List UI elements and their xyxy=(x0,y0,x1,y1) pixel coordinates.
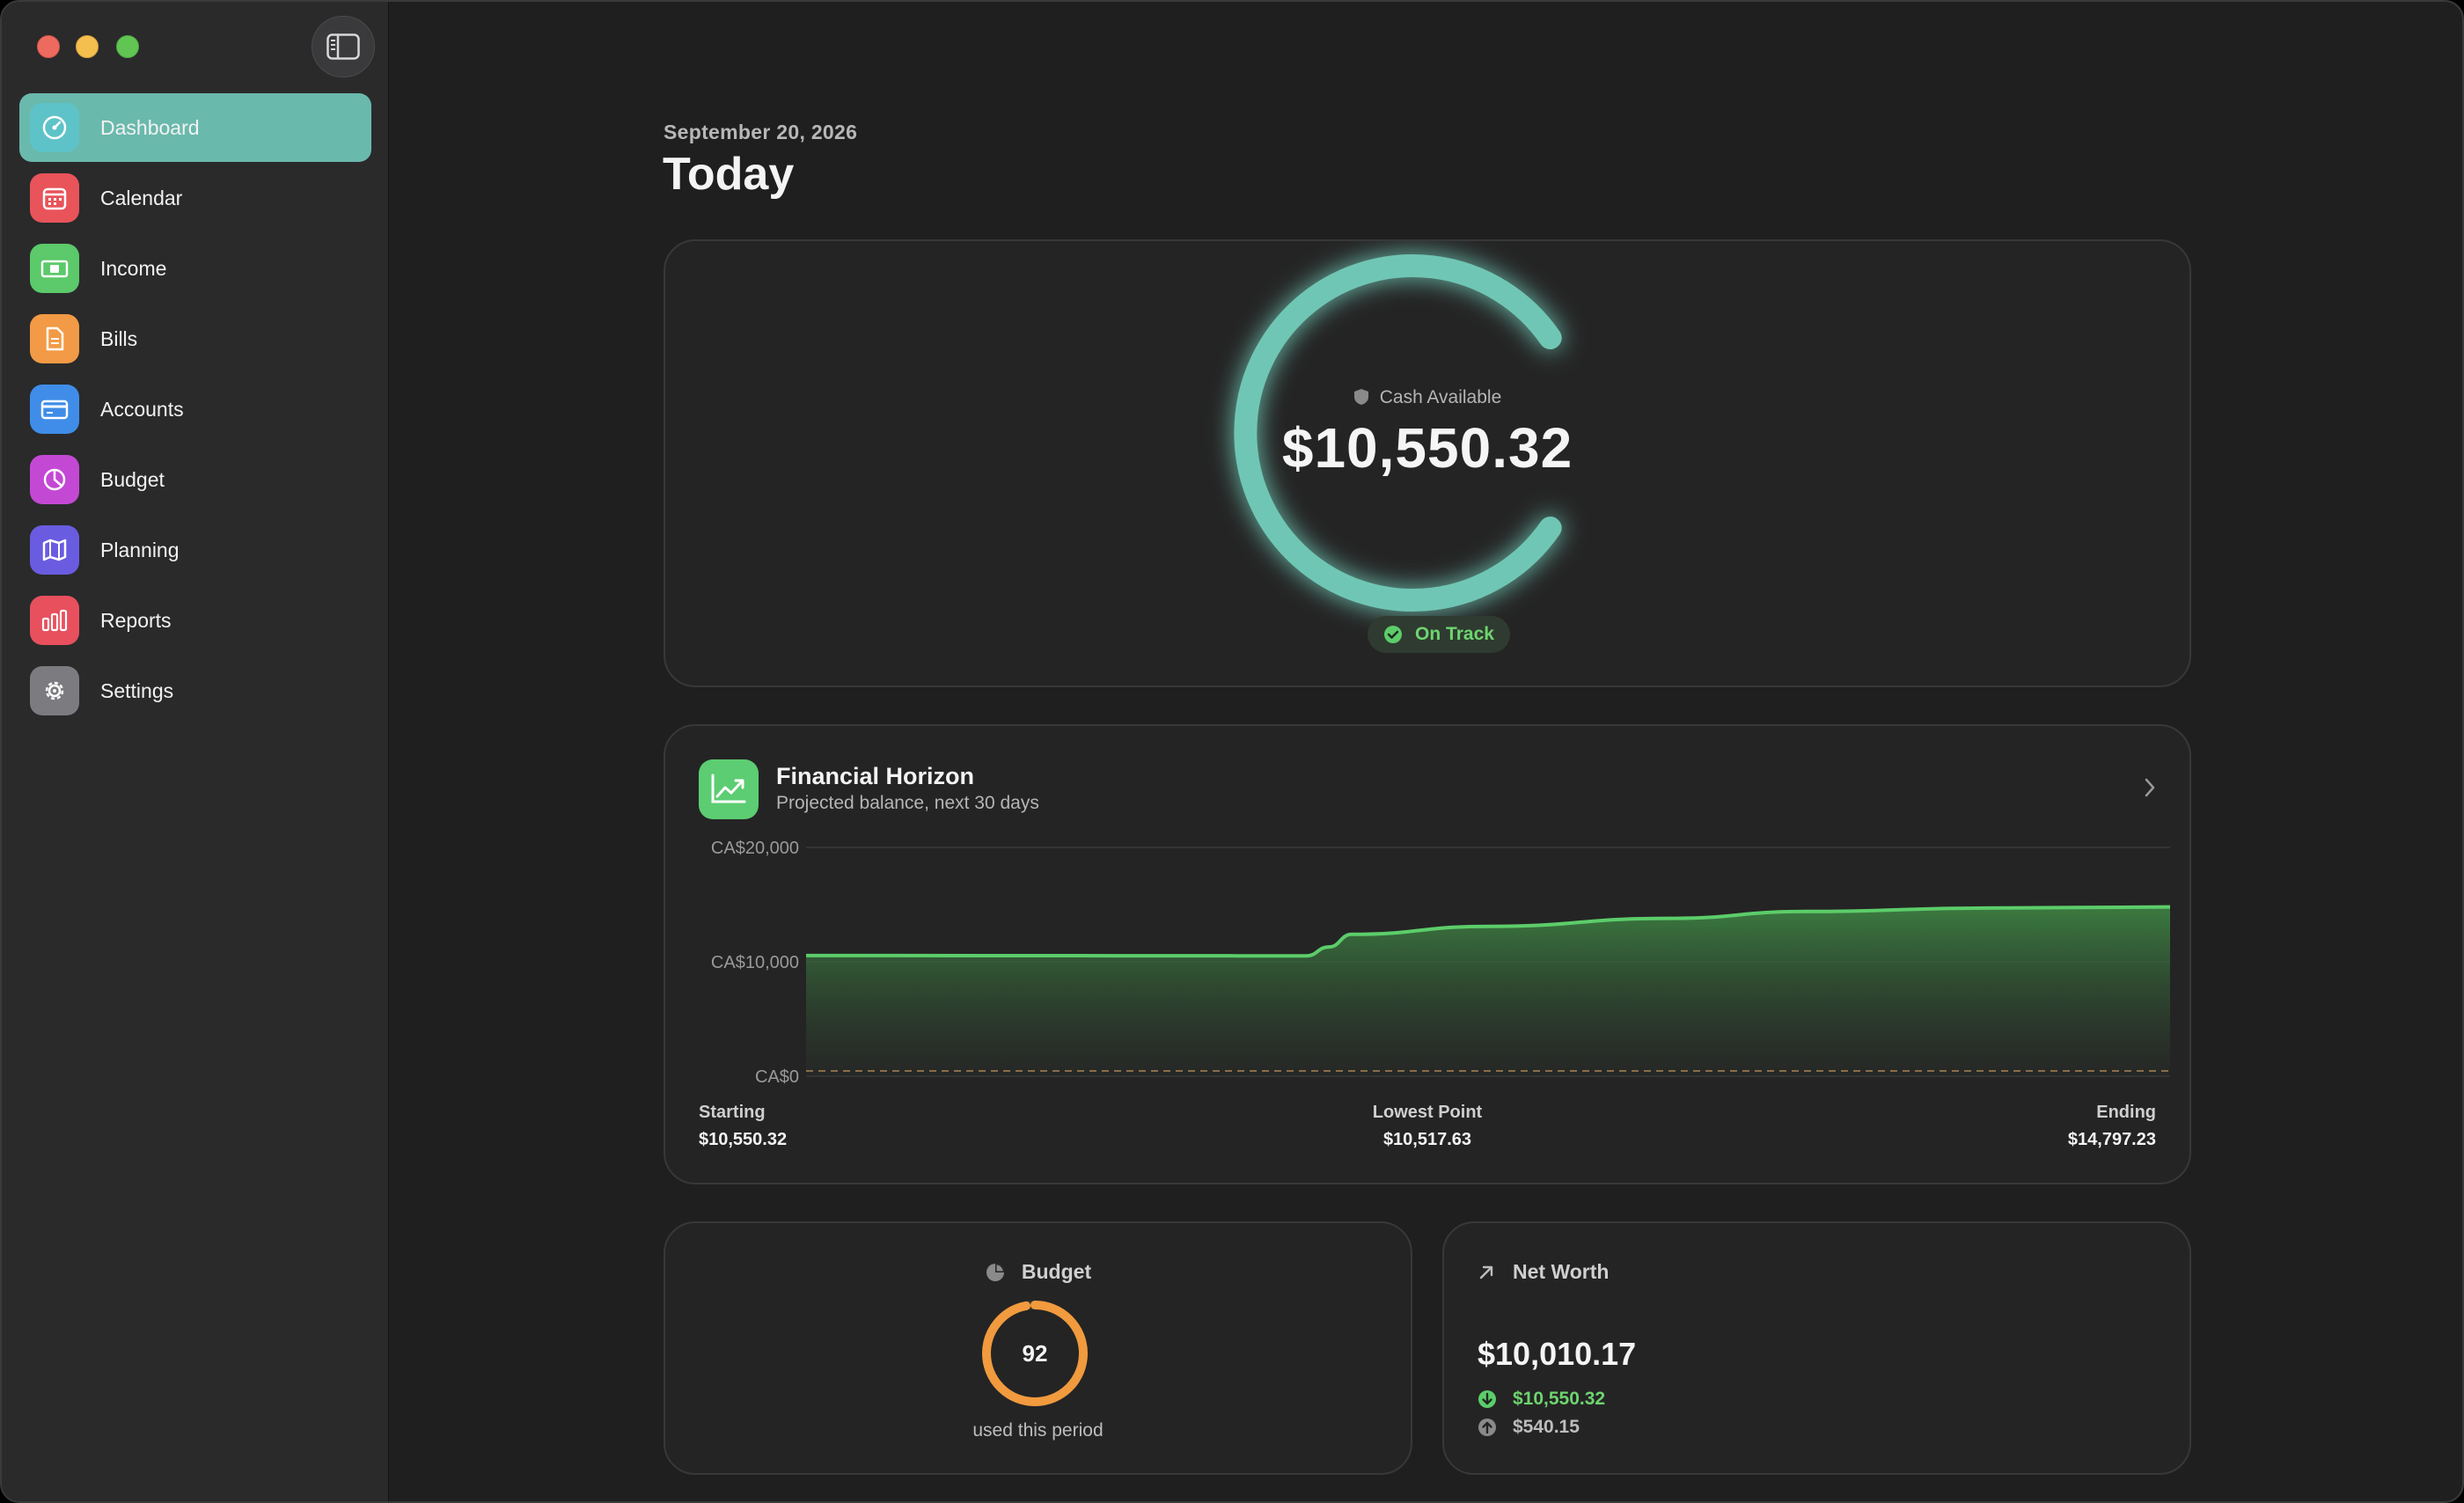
cash-ring-arc xyxy=(1234,254,1562,612)
assets-value: $10,550.32 xyxy=(1513,1389,1606,1409)
minimize-window-button[interactable] xyxy=(76,35,99,58)
calendar-icon xyxy=(30,173,79,223)
chevron-right-icon[interactable] xyxy=(2144,777,2156,798)
net-worth-title: Net Worth xyxy=(1513,1260,1610,1283)
y-tick-label: CA$0 xyxy=(755,1067,799,1087)
close-window-button[interactable] xyxy=(37,35,60,58)
budget-caption: used this period xyxy=(972,1420,1104,1441)
sidebar-item-calendar[interactable]: Calendar xyxy=(19,164,371,232)
horizon-subtitle: Projected balance, next 30 days xyxy=(776,793,1039,813)
cash-label-text: Cash Available xyxy=(1379,387,1502,407)
stat-starting: Starting $10,550.32 xyxy=(699,1103,787,1150)
map-icon xyxy=(30,525,79,575)
checkmark-circle-icon xyxy=(1384,626,1403,643)
arrow-up-right-icon xyxy=(1479,1265,1493,1279)
sidebar-nav: Dashboard Calendar Income Bills xyxy=(19,93,371,727)
net-worth-card[interactable]: Net Worth $10,010.17 $10,550.32 $540.15 xyxy=(1442,1221,2191,1475)
arrow-down-circle-icon xyxy=(1478,1390,1496,1408)
sidebar-item-label: Settings xyxy=(100,678,174,702)
stat-ending: Ending $14,797.23 xyxy=(2068,1103,2156,1150)
liabilities-value: $540.15 xyxy=(1513,1417,1580,1437)
balance-line xyxy=(805,905,2171,958)
credit-card-icon xyxy=(30,385,79,434)
stat-lowest-value: $10,517.63 xyxy=(1382,1130,1472,1149)
cash-ring xyxy=(1234,254,1562,612)
sidebar-item-settings[interactable]: Settings xyxy=(19,656,371,725)
budget-card[interactable]: Budget 92 used this period xyxy=(664,1221,1412,1475)
y-tick-label: CA$20,000 xyxy=(711,839,799,858)
status-badge: On Track xyxy=(1368,616,1510,653)
sidebar-item-bills[interactable]: Bills xyxy=(19,304,371,373)
page-title: Today xyxy=(663,149,795,200)
net-worth-value: $10,010.17 xyxy=(1478,1336,1637,1372)
banknote-icon xyxy=(30,244,79,293)
chart-trend-icon xyxy=(699,759,759,819)
sidebar-toggle-icon xyxy=(326,33,360,60)
stat-starting-value: $10,550.32 xyxy=(699,1130,788,1149)
sidebar-item-reports[interactable]: Reports xyxy=(19,586,371,655)
stat-lowest: Lowest Point $10,517.63 xyxy=(665,1103,2189,1150)
stat-ending-value: $14,797.23 xyxy=(2067,1130,2156,1149)
budget-progress-ring xyxy=(982,1301,1088,1406)
sidebar-item-label: Planning xyxy=(100,538,180,561)
net-worth-header: Net Worth xyxy=(1478,1260,1609,1284)
gauge-icon xyxy=(30,103,79,152)
net-worth-liabilities: $540.15 xyxy=(1478,1417,1580,1438)
sidebar-item-label: Bills xyxy=(100,326,138,350)
sidebar-item-label: Dashboard xyxy=(100,115,200,139)
horizon-chart: CA$20,000 CA$10,000 CA$0 xyxy=(711,839,2171,1087)
sidebar-item-dashboard[interactable]: Dashboard xyxy=(19,93,371,162)
document-icon xyxy=(30,314,79,363)
sidebar-item-budget[interactable]: Budget xyxy=(19,445,371,514)
balance-area xyxy=(806,906,2170,1076)
arrow-up-circle-icon xyxy=(1478,1419,1496,1436)
shield-icon xyxy=(1353,389,1368,405)
stat-starting-label: Starting xyxy=(699,1103,766,1122)
budget-header: Budget xyxy=(665,1260,1411,1284)
budget-percent: 92 xyxy=(1022,1339,1048,1367)
sidebar-item-label: Reports xyxy=(100,608,172,632)
sidebar-item-label: Budget xyxy=(100,467,165,491)
current-date: September 20, 2026 xyxy=(664,121,858,143)
sidebar-item-label: Income xyxy=(100,256,167,280)
cash-available-value: $10,550.32 xyxy=(1281,416,1573,480)
sidebar-item-planning[interactable]: Planning xyxy=(19,516,371,584)
pie-chart-icon xyxy=(30,455,79,504)
sidebar: Dashboard Calendar Income Bills xyxy=(2,2,389,1501)
stat-ending-label: Ending xyxy=(2096,1103,2156,1122)
bar-chart-icon xyxy=(30,596,79,645)
budget-progress-arc xyxy=(982,1301,1088,1406)
sidebar-toggle-button[interactable] xyxy=(312,16,375,77)
cash-available-card[interactable]: Cash Available $10,550.32 On Track xyxy=(664,239,2191,687)
sidebar-item-income[interactable]: Income xyxy=(19,234,371,303)
pie-chart-icon xyxy=(986,1263,1004,1281)
net-worth-assets: $10,550.32 xyxy=(1478,1389,1605,1410)
stat-lowest-label: Lowest Point xyxy=(1372,1103,1483,1122)
cash-available-label: Cash Available xyxy=(665,387,2189,408)
financial-horizon-card[interactable]: Financial Horizon Projected balance, nex… xyxy=(664,724,2191,1184)
sidebar-item-label: Calendar xyxy=(100,186,183,209)
main-content: September 20, 2026 Today Cash Available … xyxy=(390,2,2462,1501)
y-tick-label: CA$10,000 xyxy=(711,953,799,972)
gear-icon xyxy=(30,666,79,715)
sidebar-item-label: Accounts xyxy=(100,397,184,421)
status-text: On Track xyxy=(1415,624,1494,644)
zoom-window-button[interactable] xyxy=(116,35,139,58)
budget-title: Budget xyxy=(1021,1260,1092,1283)
sidebar-item-accounts[interactable]: Accounts xyxy=(19,375,371,444)
horizon-title: Financial Horizon xyxy=(776,763,975,789)
